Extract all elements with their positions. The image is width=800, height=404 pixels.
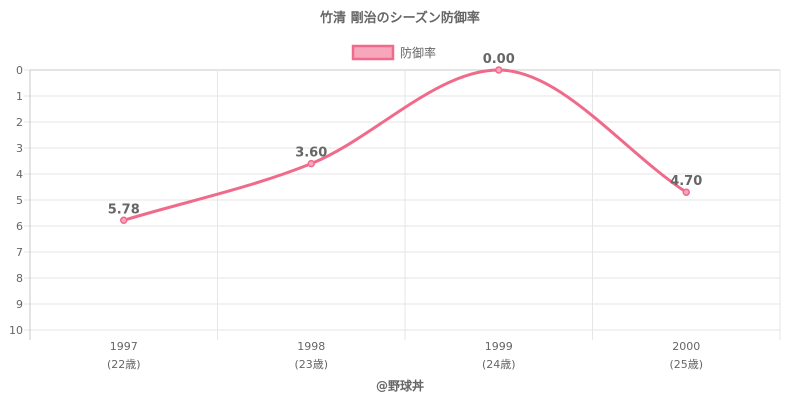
series-line (123, 68, 688, 222)
data-label: 3.60 (295, 146, 327, 161)
x-tick-label-age: (24歳) (482, 358, 516, 371)
grid (24, 69, 781, 340)
x-tick-label-age: (23歳) (294, 358, 328, 371)
legend-swatch (351, 44, 395, 61)
credit-text: @野球丼 (376, 378, 424, 393)
data-labels: 5.78 3.60 0.00 4.70 (108, 52, 703, 217)
x-tick-label-age: (22歳) (107, 358, 141, 371)
y-tick-label: 10 (9, 324, 23, 337)
data-label: 0.00 (483, 52, 515, 67)
y-tick-label: 5 (16, 194, 23, 207)
y-tick-label: 8 (16, 272, 23, 285)
x-tick-label-year: 2000 (672, 340, 700, 353)
data-label: 5.78 (108, 202, 140, 217)
y-tick-label: 0 (16, 64, 23, 77)
legend[interactable]: 防御率 (351, 44, 436, 61)
x-tick-label-age: (25歳) (669, 358, 703, 371)
legend-label: 防御率 (400, 45, 436, 60)
y-tick-label: 4 (16, 168, 23, 181)
data-point[interactable] (682, 188, 690, 196)
data-point[interactable] (120, 216, 128, 225)
y-tick-label: 6 (16, 220, 23, 233)
data-point[interactable] (495, 66, 503, 74)
chart-title: 竹清 剛治のシーズン防御率 (319, 10, 480, 26)
y-tick-label: 1 (16, 90, 23, 103)
y-tick-label: 7 (16, 246, 23, 259)
data-label: 4.70 (670, 174, 702, 189)
series-points (120, 66, 690, 225)
x-tick-label-year: 1999 (485, 340, 513, 353)
y-tick-label: 3 (16, 142, 23, 155)
x-tick-label-year: 1997 (110, 340, 138, 353)
y-axis-ticks: 0 1 2 3 4 5 6 7 8 9 10 (9, 64, 23, 337)
x-tick-label-year: 1998 (297, 340, 325, 353)
y-tick-label: 2 (16, 116, 23, 129)
y-tick-label: 9 (16, 298, 23, 311)
x-axis-ticks: 1997 (22歳) 1998 (23歳) 1999 (24歳) 2000 (25歳) (107, 340, 703, 371)
data-point[interactable] (307, 159, 315, 168)
